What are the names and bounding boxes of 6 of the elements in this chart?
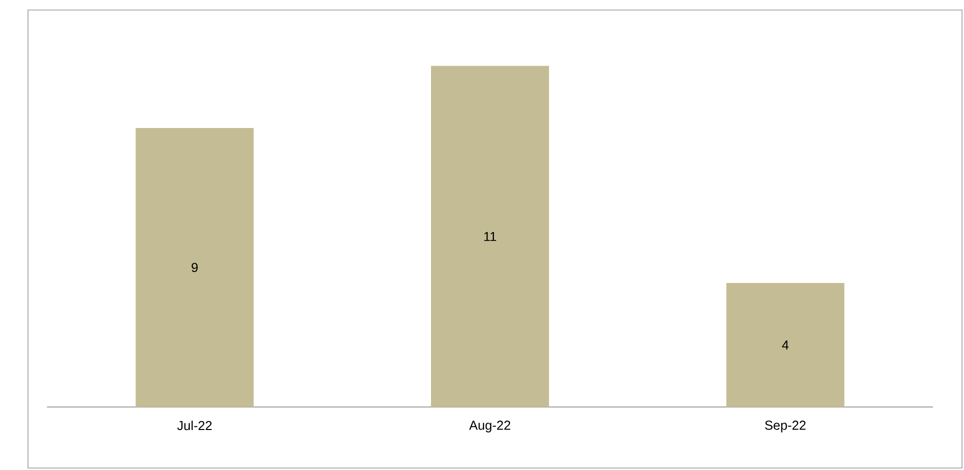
data-label: 11 bbox=[484, 232, 496, 241]
x-tick-label: Jul-22 bbox=[177, 420, 212, 430]
data-label: 9 bbox=[192, 262, 198, 272]
x-tick-label: Sep-22 bbox=[765, 420, 806, 432]
x-tick-label: Aug-22 bbox=[469, 420, 510, 432]
data-label: 4 bbox=[782, 340, 789, 350]
